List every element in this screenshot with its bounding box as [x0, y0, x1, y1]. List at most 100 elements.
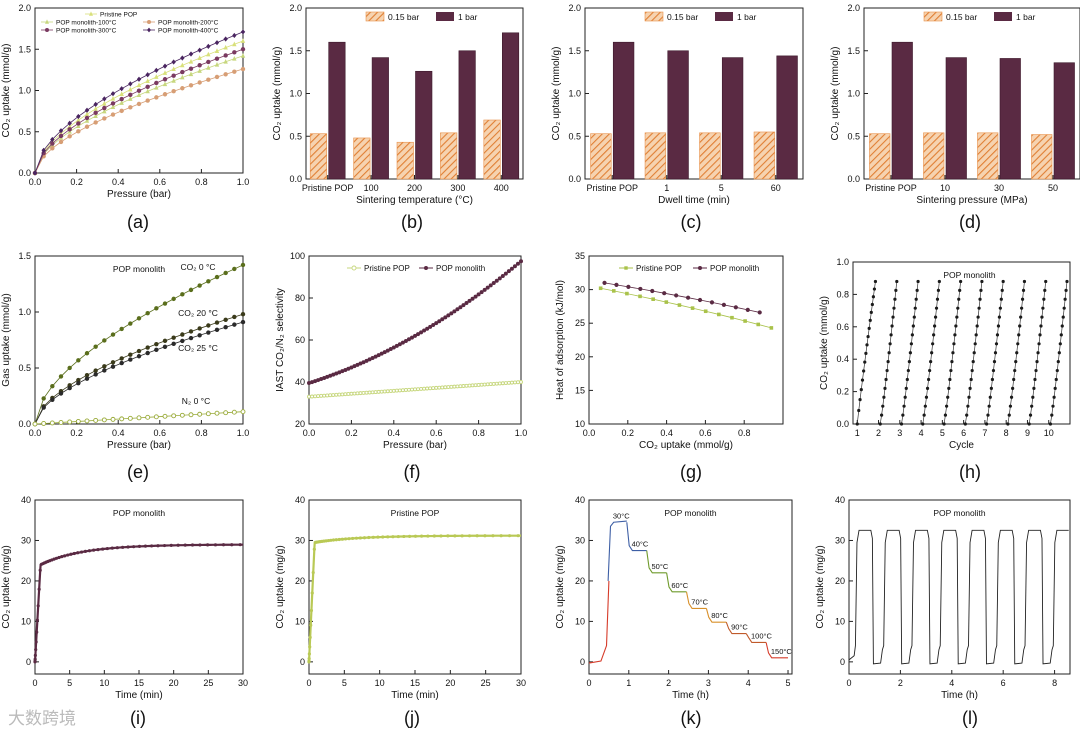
y-tick-label: 30 — [21, 535, 31, 545]
data-point — [1009, 395, 1014, 399]
data-point — [347, 537, 351, 541]
data-point — [35, 618, 39, 622]
data-point — [872, 287, 877, 291]
panel-title: POP monolith — [664, 508, 717, 518]
data-point — [351, 536, 355, 541]
data-point — [110, 360, 116, 365]
data-point — [422, 386, 427, 391]
data-point — [206, 323, 211, 328]
plot-frame — [852, 261, 1071, 425]
data-point — [1063, 297, 1067, 301]
x-tick-label: 8 — [1004, 428, 1009, 438]
data-point — [240, 66, 246, 72]
data-point — [1043, 288, 1047, 292]
data-point — [422, 328, 427, 333]
data-point — [154, 341, 159, 347]
data-point — [1053, 386, 1057, 390]
data-point — [214, 48, 220, 53]
legend-label: Pristine POP — [364, 264, 410, 273]
plot-frame — [308, 499, 522, 675]
data-point — [367, 390, 372, 395]
bar — [999, 58, 1021, 180]
data-point — [461, 303, 466, 308]
data-point — [322, 393, 327, 398]
y-tick-label: 0.0 — [847, 174, 860, 184]
data-point — [376, 389, 381, 394]
y-tick-label: 1.5 — [18, 251, 31, 261]
data-point — [136, 92, 142, 98]
legend-swatch — [436, 12, 454, 21]
data-point — [431, 323, 436, 328]
x-tick-label: 0.4 — [112, 428, 125, 438]
data-point — [76, 117, 81, 123]
panel-label: (k) — [681, 708, 702, 728]
data-point — [385, 348, 390, 353]
data-point — [915, 288, 919, 292]
data-point — [924, 395, 929, 399]
x-tick-label: 5 — [786, 678, 791, 688]
y-tick-label: 1.0 — [847, 89, 860, 99]
data-point — [136, 101, 142, 107]
data-point — [214, 327, 220, 333]
data-point — [145, 98, 150, 103]
data-point — [93, 368, 98, 373]
data-point — [989, 386, 993, 390]
y-tick-label: 0.6 — [836, 322, 849, 332]
data-point — [128, 96, 133, 101]
data-point — [500, 273, 505, 278]
y-axis-title: IAST CO₂/N₂ selectivity — [275, 288, 286, 392]
data-point — [677, 303, 682, 307]
data-point — [1019, 315, 1023, 319]
data-point — [381, 535, 385, 539]
x-tick-label: 8 — [1052, 678, 1057, 688]
data-point — [458, 384, 463, 389]
data-point — [598, 286, 603, 291]
x-tick-label: 15 — [134, 678, 144, 688]
data-point — [232, 69, 237, 74]
data-point — [101, 547, 105, 551]
data-point — [76, 377, 81, 383]
data-point — [370, 390, 375, 395]
data-point — [154, 67, 159, 73]
data-point — [102, 108, 107, 114]
data-point — [180, 338, 185, 344]
data-point — [509, 266, 514, 271]
data-point — [358, 536, 362, 540]
data-point — [860, 378, 865, 382]
data-point — [507, 534, 512, 538]
data-point — [176, 543, 180, 547]
data-point — [230, 543, 234, 547]
data-point — [391, 345, 396, 350]
data-point — [388, 347, 393, 352]
x-tick-label: 0 — [586, 678, 591, 688]
data-point — [329, 538, 333, 542]
cycle-series — [878, 279, 899, 426]
y-tick-label: 0 — [580, 657, 585, 667]
data-point — [1056, 360, 1060, 364]
data-point — [1048, 422, 1053, 426]
data-point — [147, 20, 151, 24]
data-point — [41, 396, 46, 401]
x-tick-label: 200 — [407, 183, 422, 193]
step-line — [705, 608, 727, 623]
series-annotation: CO₂ 20 °C — [178, 308, 218, 318]
bar — [328, 41, 346, 180]
data-point — [214, 274, 220, 280]
data-point — [406, 387, 411, 392]
data-point — [388, 389, 393, 393]
x-axis-title: Time (min) — [115, 690, 162, 701]
data-point — [479, 290, 484, 295]
data-point — [385, 389, 390, 394]
data-point — [67, 123, 72, 129]
x-axis-title: Sintering pressure (MPa) — [916, 195, 1027, 206]
data-point — [913, 306, 917, 310]
x-tick-label: 100 — [364, 183, 379, 193]
data-point — [870, 302, 874, 307]
panel-j: 0 10 20 30 40 0 5 10 15 20 25 30 Time (min) CO₂ uptak… — [275, 495, 526, 728]
x-tick-label: 10 — [1044, 428, 1054, 438]
data-point — [76, 121, 81, 126]
data-point — [954, 324, 958, 328]
data-point — [331, 372, 336, 377]
data-point — [1014, 360, 1018, 364]
data-point — [136, 354, 142, 359]
